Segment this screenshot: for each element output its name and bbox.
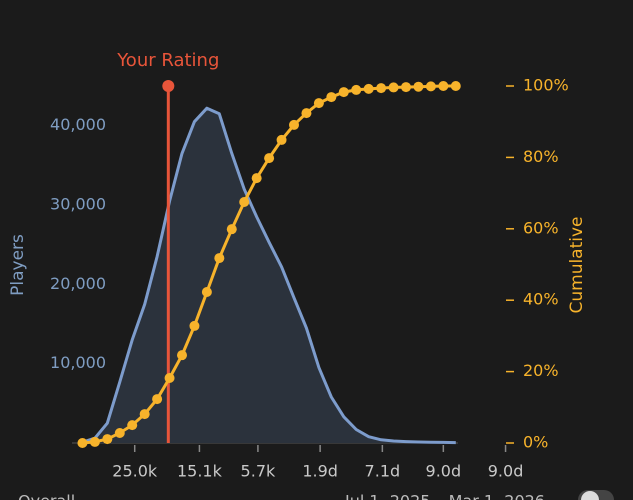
cumulative-point (326, 92, 337, 103)
cumulative-point (413, 81, 424, 92)
rating-dot (162, 80, 175, 92)
cumulative-point (201, 286, 212, 297)
cumulative-point (164, 373, 175, 384)
cumulative-point (289, 119, 299, 130)
cumulative-point (388, 82, 399, 93)
cumulative-point (301, 108, 312, 119)
x-tick-label: 25.0k (112, 462, 158, 481)
cumulative-point (139, 409, 150, 420)
y-tick-label: 40,000 (50, 115, 106, 134)
cumulative-point (376, 83, 387, 94)
x-tick-label: 7.1d (365, 462, 401, 481)
cumulative-point (276, 134, 287, 145)
y2-tick-label: 100% (523, 76, 569, 95)
cumulative-point (114, 428, 125, 439)
x-tick-label: 5.7k (241, 462, 276, 481)
cumulative-point (338, 87, 349, 98)
x-tick-label: 1.9d (302, 462, 338, 481)
y-tick-label: 30,000 (50, 195, 106, 214)
x-tick-label: 9.0d (426, 462, 462, 481)
cumulative-point (351, 84, 362, 95)
footer-left: Overall (18, 492, 75, 500)
cumulative-point (102, 434, 113, 445)
y-tick-label: 20,000 (50, 274, 106, 293)
x-tick-label: 9.0d (488, 462, 524, 481)
y-tick-label: 10,000 (50, 353, 106, 372)
cumulative-point (177, 350, 187, 361)
density-line (81, 106, 456, 445)
cumulative-point (127, 420, 138, 431)
cumulative-point (189, 320, 200, 331)
x-tick-label: 15.1k (177, 462, 223, 481)
toggle-knob (581, 491, 599, 500)
cumulative-point (89, 436, 100, 447)
cumulative-point (239, 197, 250, 208)
cumulative-point (214, 253, 225, 264)
cumulative-point (313, 98, 324, 109)
cumulative-point (438, 81, 449, 91)
y2-axis-label: Cumulative (567, 216, 587, 313)
cumulative-point (264, 153, 275, 164)
y2-tick-label: 60% (523, 218, 559, 237)
cumulative-point (363, 83, 374, 94)
cumulative-point (152, 394, 163, 405)
cumulative-point (77, 438, 88, 448)
cumulative-point (226, 224, 237, 235)
y2-tick-label: 0% (523, 433, 548, 452)
footer-right: Jul 1, 2025 – Mar 1, 2026 (344, 492, 545, 500)
density-area (82, 108, 456, 443)
cumulative-point (251, 173, 262, 184)
y2-tick-label: 20% (523, 361, 559, 380)
cumulative-point (401, 82, 411, 93)
y-axis-label: Players (8, 234, 28, 296)
cumulative-point (450, 81, 461, 91)
y2-tick-label: 80% (523, 147, 559, 166)
y2-tick-label: 40% (523, 290, 559, 309)
cumulative-point (425, 81, 436, 92)
rating-label: Your Rating (116, 50, 219, 71)
